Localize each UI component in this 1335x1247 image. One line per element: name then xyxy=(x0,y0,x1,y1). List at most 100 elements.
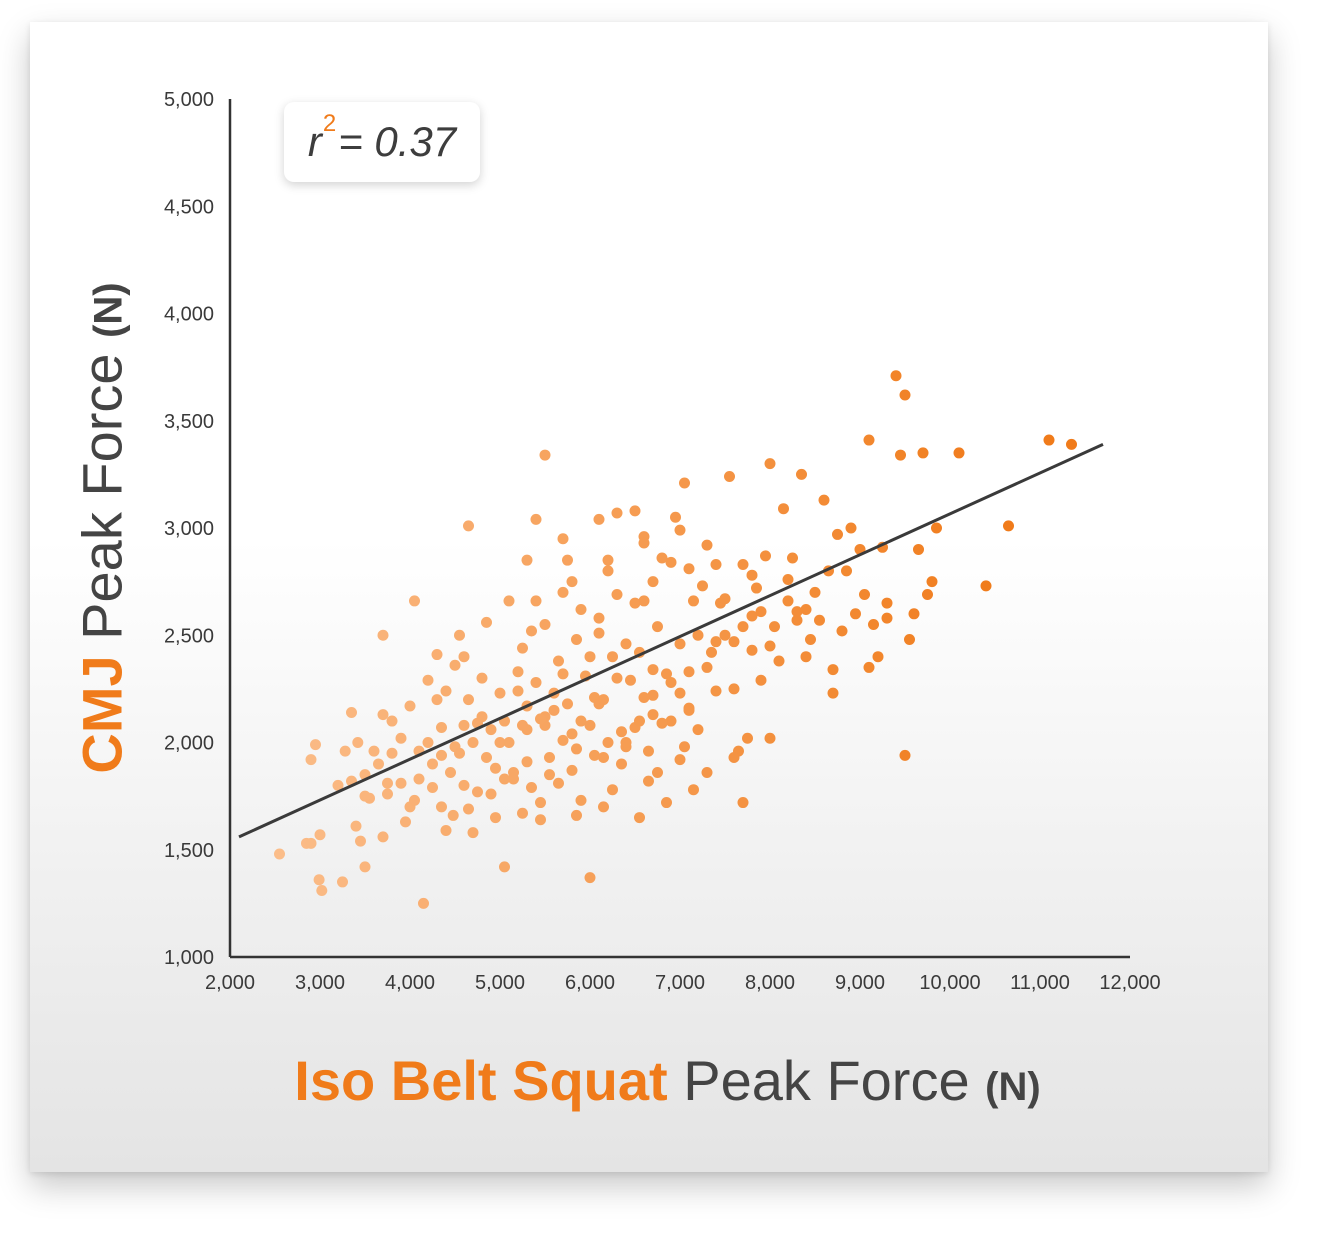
data-point xyxy=(377,709,389,721)
data-point xyxy=(593,612,605,624)
data-point xyxy=(800,604,812,616)
data-point xyxy=(503,737,515,748)
data-point xyxy=(562,554,573,566)
data-point xyxy=(665,715,677,727)
data-point xyxy=(382,777,393,789)
data-point xyxy=(395,732,407,744)
data-point xyxy=(728,752,740,764)
y-tick-label: 4,500 xyxy=(164,196,214,218)
x-tick-label: 7,000 xyxy=(655,972,705,994)
data-point xyxy=(355,835,366,847)
data-point xyxy=(593,627,605,639)
data-point xyxy=(352,737,364,748)
data-point xyxy=(517,719,528,731)
data-point xyxy=(602,737,614,748)
data-point xyxy=(449,659,461,671)
data-point xyxy=(656,717,668,729)
data-point xyxy=(674,754,686,766)
data-point xyxy=(746,644,758,656)
x-axis-title-unit: (N) xyxy=(985,1065,1041,1109)
y-tick-label: 5,000 xyxy=(164,89,214,111)
data-point xyxy=(373,758,384,770)
data-point xyxy=(755,606,767,618)
data-point xyxy=(881,612,893,624)
data-point xyxy=(530,513,542,525)
data-point xyxy=(782,573,794,585)
data-point xyxy=(530,676,542,688)
data-point xyxy=(764,458,776,470)
data-point xyxy=(512,666,524,678)
data-point xyxy=(611,507,623,519)
data-point xyxy=(481,752,492,764)
data-point xyxy=(841,565,852,577)
data-point xyxy=(625,674,636,686)
data-point xyxy=(746,610,758,622)
data-point xyxy=(521,756,533,768)
data-point xyxy=(517,807,528,819)
data-point xyxy=(359,790,371,802)
y-axis-title-unit: (N) xyxy=(86,282,131,338)
data-point xyxy=(638,691,650,703)
data-point xyxy=(620,638,632,650)
data-point xyxy=(814,614,825,626)
y-tick-label: 3,500 xyxy=(164,411,214,433)
data-point xyxy=(377,831,389,843)
data-point xyxy=(782,595,794,607)
data-point xyxy=(535,814,546,826)
data-point xyxy=(485,788,497,800)
data-point xyxy=(692,629,704,641)
data-point xyxy=(602,554,614,566)
data-point xyxy=(427,782,438,794)
y-tick-label: 2,000 xyxy=(164,733,214,755)
data-point xyxy=(571,634,582,646)
data-point xyxy=(339,745,351,757)
data-point xyxy=(647,576,659,588)
data-point xyxy=(436,749,447,761)
data-point xyxy=(764,732,776,744)
data-point xyxy=(553,777,564,789)
data-point xyxy=(566,576,578,588)
data-point xyxy=(751,582,762,594)
y-tick-label: 1,500 xyxy=(164,840,214,862)
data-point xyxy=(476,711,488,723)
chart-card xyxy=(30,22,1268,1172)
data-point xyxy=(1043,434,1055,446)
data-point xyxy=(688,784,699,796)
data-point xyxy=(598,752,609,764)
data-point xyxy=(787,552,798,564)
data-point xyxy=(701,661,713,673)
x-ticks: 2,000 3,000 4,000 5,000 6,000 7,000 8,000 9,000… xyxy=(205,972,1161,994)
x-tick-label: 3,000 xyxy=(295,972,345,994)
data-point xyxy=(629,505,641,517)
data-point xyxy=(413,773,425,785)
y-ticks: 1,000 1,500 2,000 2,500 3,000 3,500 4,000 4,500… xyxy=(164,89,214,969)
data-point xyxy=(607,651,618,663)
data-point xyxy=(454,747,465,759)
data-point xyxy=(526,782,537,794)
data-point xyxy=(832,528,843,540)
x-tick-label: 4,000 xyxy=(385,972,435,994)
data-point xyxy=(436,721,447,733)
data-point xyxy=(557,586,569,598)
x-tick-label: 6,000 xyxy=(565,972,615,994)
data-point xyxy=(647,689,659,701)
data-point xyxy=(872,651,884,663)
data-point xyxy=(899,389,911,401)
data-point xyxy=(539,619,551,631)
data-point xyxy=(638,595,650,607)
data-point xyxy=(742,732,753,744)
data-point xyxy=(895,449,906,461)
data-point xyxy=(395,777,407,789)
data-point xyxy=(818,494,830,506)
data-point xyxy=(791,606,803,618)
data-point xyxy=(953,447,965,459)
data-point xyxy=(629,597,641,609)
data-point xyxy=(710,685,722,697)
data-point xyxy=(440,824,452,836)
data-point xyxy=(755,674,767,686)
data-point xyxy=(827,664,839,676)
data-point xyxy=(809,586,821,598)
data-point xyxy=(422,674,434,686)
data-point xyxy=(409,794,420,806)
